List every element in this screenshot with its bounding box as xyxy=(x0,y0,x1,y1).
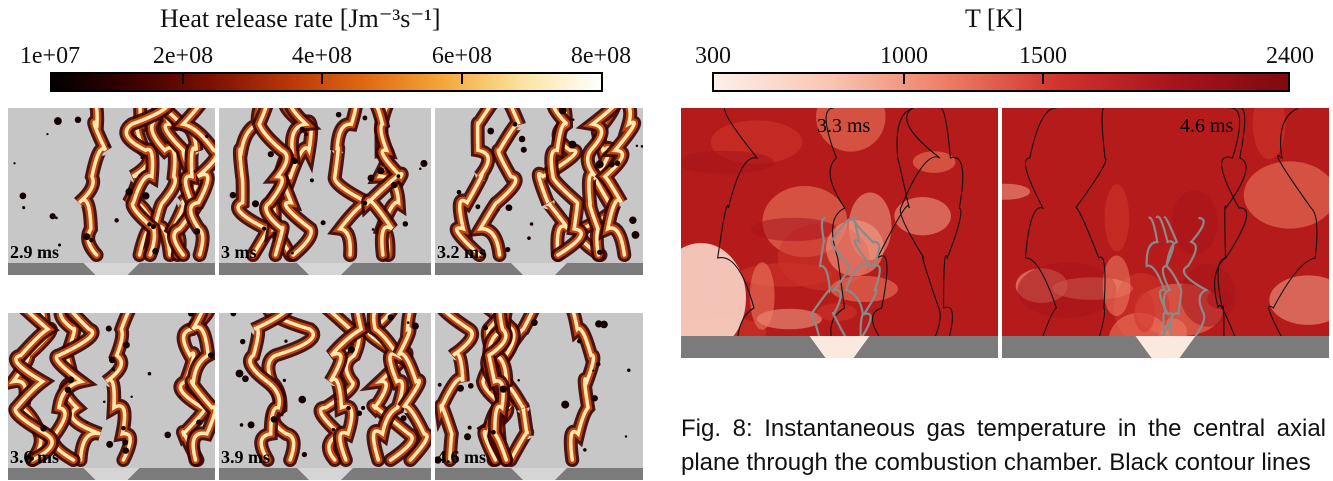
hrr-field-image xyxy=(435,108,643,275)
hrr-field-image xyxy=(8,313,215,480)
hrr-panel-time-4: 3.6 ms xyxy=(10,447,59,467)
hrr-panel-1: 2.9 ms xyxy=(8,108,215,275)
temp-tick-label-1: 1000 xyxy=(880,43,928,69)
temp-colorbar-title: T [K] xyxy=(965,4,1024,33)
temp-tick-label-3: 2400 xyxy=(1266,43,1314,69)
hrr-panel-5: 3.9 ms xyxy=(219,313,431,480)
hrr-panel-time-5: 3.9 ms xyxy=(221,447,270,467)
hrr-colorbar-title: Heat release rate [Jm⁻³s⁻¹] xyxy=(160,4,441,33)
temp-tick-label-0: 300 xyxy=(695,43,731,69)
hrr-tick-mark-1 xyxy=(182,72,184,84)
hrr-tick-label-4: 8e+08 xyxy=(570,43,632,69)
temp-tick-mark-1 xyxy=(903,72,905,84)
temp-colorbar xyxy=(712,72,1290,92)
hrr-tick-mark-3 xyxy=(461,72,463,84)
temp-panel-time-1: 3.3 ms xyxy=(817,115,871,137)
hrr-field-image xyxy=(435,313,643,480)
hrr-panel-time-6: 4.6 ms xyxy=(437,447,486,467)
temperature-field-image xyxy=(1002,108,1329,358)
hrr-panel-time-3: 3.2 ms xyxy=(437,242,486,262)
hrr-panel-2: 3 ms xyxy=(219,108,431,275)
hrr-panel-time-2: 3 ms xyxy=(221,242,257,262)
hrr-panel-6: 4.6 ms xyxy=(435,313,643,480)
hrr-tick-mark-2 xyxy=(321,72,323,84)
hrr-tick-label-2: 4e+08 xyxy=(291,43,353,69)
hrr-tick-label-3: 6e+08 xyxy=(431,43,493,69)
temp-panel-1: 3.3 ms xyxy=(681,108,998,358)
hrr-panel-4: 3.6 ms xyxy=(8,313,215,480)
hrr-panel-3: 3.2 ms xyxy=(435,108,643,275)
temp-panel-2: 4.6 ms xyxy=(1002,108,1329,358)
hrr-field-image xyxy=(219,313,431,480)
hrr-tick-label-0: 1e+07 xyxy=(19,43,81,69)
hrr-panel-time-1: 2.9 ms xyxy=(10,242,59,262)
temp-tick-mark-2 xyxy=(1042,72,1044,84)
hrr-field-image xyxy=(8,108,215,275)
figure-caption: Fig. 8: Instantaneous gas temperature in… xyxy=(681,415,1326,476)
hrr-field-image xyxy=(219,108,431,275)
hrr-tick-label-1: 2e+08 xyxy=(152,43,214,69)
hrr-colorbar xyxy=(50,72,603,92)
temp-tick-label-2: 1500 xyxy=(1019,43,1067,69)
temperature-field-image xyxy=(681,108,998,358)
temp-panel-time-2: 4.6 ms xyxy=(1180,115,1234,137)
